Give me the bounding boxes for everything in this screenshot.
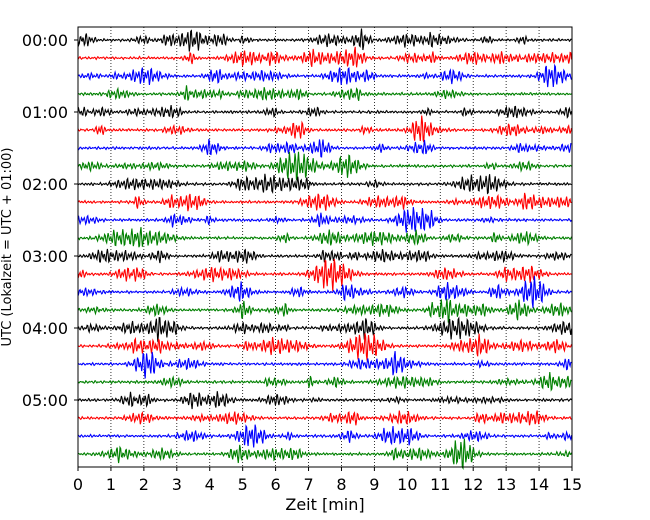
x-tick-label: 0 (73, 475, 83, 494)
x-tick-label: 1 (106, 475, 116, 494)
x-tick-label: 14 (529, 475, 549, 494)
y-axis-ticks: 00:00 01:00 02:00 03:00 04:00 05:00 (22, 31, 78, 410)
trace-0245 (77, 227, 573, 248)
trace-0215 (77, 192, 572, 212)
trace-0315 (77, 258, 572, 292)
trace-0530 (77, 424, 573, 448)
trace-0200 (77, 173, 572, 195)
trace-0145 (77, 151, 572, 183)
x-tick-label: 4 (205, 475, 215, 494)
x-tick-label: 15 (562, 475, 582, 494)
x-tick-label: 13 (496, 475, 516, 494)
trace-0115 (77, 115, 573, 143)
trace-0045 (77, 85, 572, 102)
x-tick-label: 7 (303, 475, 313, 494)
trace-0030 (77, 63, 573, 88)
x-axis-ticks: 0 1 2 3 4 5 6 7 8 9 10 11 12 13 14 15 (73, 467, 582, 494)
x-tick-label: 9 (369, 475, 379, 494)
y-tick-label: 05:00 (22, 391, 68, 410)
x-axis-label: Zeit [min] (285, 495, 364, 514)
trace-0000 (77, 28, 572, 52)
trace-0345 (77, 298, 572, 323)
x-tick-label: 11 (430, 475, 450, 494)
y-tick-label: 01:00 (22, 103, 68, 122)
y-tick-label: 00:00 (22, 31, 68, 50)
grid-lines (110, 27, 540, 467)
trace-0430 (77, 351, 572, 379)
x-tick-label: 3 (172, 475, 182, 494)
trace-0515 (77, 410, 572, 426)
y-tick-label: 02:00 (22, 175, 68, 194)
trace-0230 (77, 207, 572, 233)
x-tick-label: 2 (139, 475, 149, 494)
trace-0415 (78, 333, 573, 361)
trace-group (77, 28, 573, 470)
x-tick-label: 12 (463, 475, 483, 494)
trace-0500 (77, 391, 572, 410)
x-tick-label: 5 (238, 475, 248, 494)
trace-0445 (77, 372, 572, 392)
trace-0015 (77, 46, 573, 68)
trace-0100 (77, 105, 573, 119)
y-tick-label: 03:00 (22, 247, 68, 266)
y-axis-label: UTC (Lokalzeit = UTC + 01:00) (0, 148, 15, 347)
trace-0400 (77, 316, 573, 342)
x-tick-label: 6 (271, 475, 281, 494)
trace-0330 (77, 276, 572, 309)
plot-frame (77, 26, 573, 468)
trace-0130 (77, 138, 572, 158)
x-tick-label: 10 (397, 475, 417, 494)
x-tick-label: 8 (336, 475, 346, 494)
y-tick-label: 04:00 (22, 319, 68, 338)
trace-0545 (77, 438, 573, 470)
